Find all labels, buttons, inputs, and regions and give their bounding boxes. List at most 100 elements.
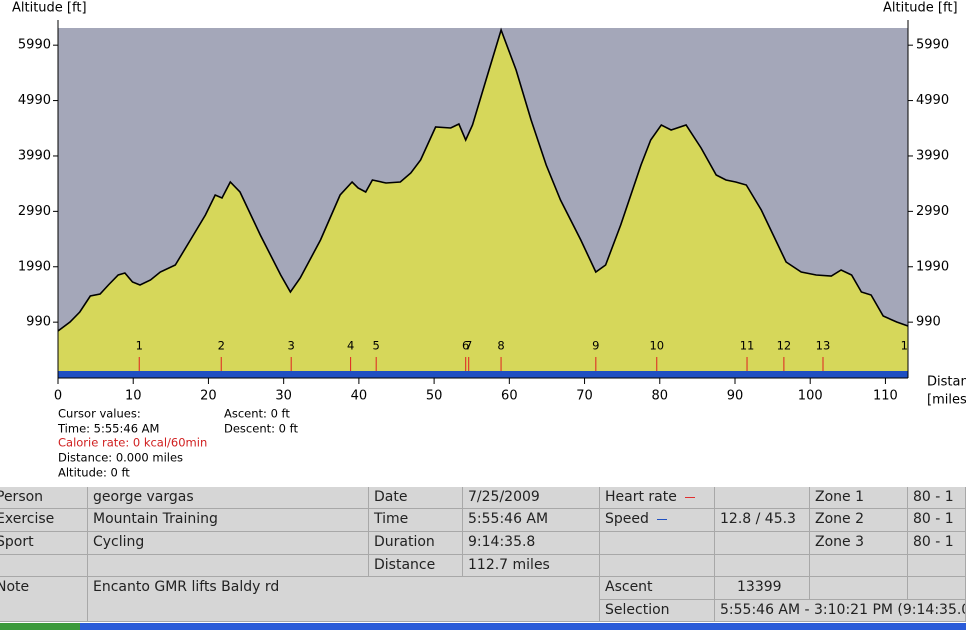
table-cell: 13399 [715,577,810,600]
lap-label: 5 [373,339,380,353]
cell-text: Selection [605,602,670,618]
x-tick-label: 100 [798,389,823,404]
lap-label: 7 [465,339,472,353]
x-tick-label: 40 [351,389,368,404]
altitude-chart: Altitude [ft] Altitude [ft] Distance [mi… [12,1,966,480]
cursor-ascent: Ascent: 0 ft [224,407,290,421]
series-key [656,518,667,520]
y2-tick-label: 5990 [916,38,949,53]
lap-label: 12 [777,339,792,353]
y-tick-label: 5990 [18,38,51,53]
cell-text: Time [374,511,409,527]
y2-tick-label: 2990 [916,204,949,219]
empty-cell [810,555,908,577]
x-tick-label: 60 [501,389,518,404]
empty-cell [715,487,810,509]
altitude-line [57,27,909,332]
table-cell: Zone 2 [810,509,908,532]
empty-cell [600,555,715,577]
cursor-strip [58,371,908,378]
cell-text: Ascent [605,579,653,595]
lap-markers: 1 2 3 4 5 67 8 9 10 11 12 13 14 [136,339,908,371]
cell-text: Zone 2 [815,511,864,527]
y-tick-label: 1990 [18,259,51,274]
y2-tick-label: 4990 [916,93,949,108]
y-axis-title: Altitude [ft] [12,1,87,16]
x-tick-label: 20 [200,389,217,404]
cell-text: 80 - 1 [913,511,954,527]
y2-tick-label: 3990 [916,148,949,163]
cell-text: Zone 1 [815,489,864,505]
table-cell: Selection [600,600,715,622]
cell-text: Heart rate [605,489,677,505]
empty-cell [908,577,966,600]
empty-cell [88,555,369,577]
cell-text: 80 - 1 [913,534,954,550]
cell-text: Cycling [93,534,145,550]
cell-text: Distance [374,557,436,573]
series-key [684,496,695,498]
table-cell: Zone 3 [810,532,908,555]
table-cell: Distance [369,555,463,577]
cell-text: Exercise [0,511,55,527]
cell-text: Sport [0,534,34,550]
cursor-descent: Descent: 0 ft [224,422,298,436]
x-tick-label: 110 [873,389,898,404]
table-cell: Time [369,509,463,532]
table-cell: 12.8 / 45.3 [715,509,810,532]
cell-text: 12.8 / 45.3 [720,511,796,527]
empty-cell [715,555,810,577]
y-tick-label: 2990 [18,204,51,219]
cursor-heading: Cursor values: [58,407,141,421]
cell-text: Mountain Training [93,511,218,527]
cell-text: Note [0,579,30,595]
altitude-area [58,30,908,377]
cell-text: Date [374,489,408,505]
cell-text: 5:55:46 AM [468,511,549,527]
lap-label: 4 [347,339,354,353]
table-cell: Person [0,487,88,509]
cell-text: 13399 [737,579,782,595]
table-cell: Exercise [0,509,88,532]
empty-cell [908,555,966,577]
cell-text: 112.7 miles [468,557,550,573]
lap-label: 11 [740,339,755,353]
x-tick-label: 90 [727,389,744,404]
y-tick-label: 990 [26,315,51,330]
x-tick-label: 10 [125,389,142,404]
lap-label: 6 [462,339,469,353]
table-cell: 5:55:46 AM [463,509,600,532]
lap-label: 3 [288,339,295,353]
table-cell: 80 - 1 [908,532,966,555]
cursor-time: Time: 5:55:46 AM [57,422,159,436]
table-cell: Sport [0,532,88,555]
cell-text: george vargas [93,489,194,505]
table-cell: 7/25/2009 [463,487,600,509]
table-cell: Duration [369,532,463,555]
cursor-altitude: Altitude: 0 ft [58,466,130,480]
empty-cell [810,577,908,600]
table-cell: Encanto GMR lifts Baldy rd [88,577,600,622]
table-cell: george vargas [88,487,369,509]
table-cell: 5:55:46 AM - 3:10:21 PM (9:14:35.0 [715,600,966,622]
x-axis-unit: [miles] [927,393,966,408]
cell-text: Encanto GMR lifts Baldy rd [93,579,280,595]
table-cell: Note [0,577,88,622]
x-axis-title: Distance [927,375,966,390]
cell-text: Zone 3 [815,534,864,550]
x-tick-label: 30 [275,389,292,404]
table-cell: Heart rate [600,487,715,509]
table-cell: 9:14:35.8 [463,532,600,555]
empty-cell [0,555,88,577]
taskbar [0,623,966,630]
table-cell: 80 - 1 [908,487,966,509]
cell-text: 5:55:46 AM - 3:10:21 PM (9:14:35.0 [720,602,966,618]
lap-label: 2 [218,339,225,353]
lap-label: 9 [592,339,599,353]
start-button [0,623,80,630]
cell-text: 9:14:35.8 [468,534,536,550]
cell-text: Speed [605,511,649,527]
table-cell: Zone 1 [810,487,908,509]
x-tick-label: 70 [576,389,593,404]
